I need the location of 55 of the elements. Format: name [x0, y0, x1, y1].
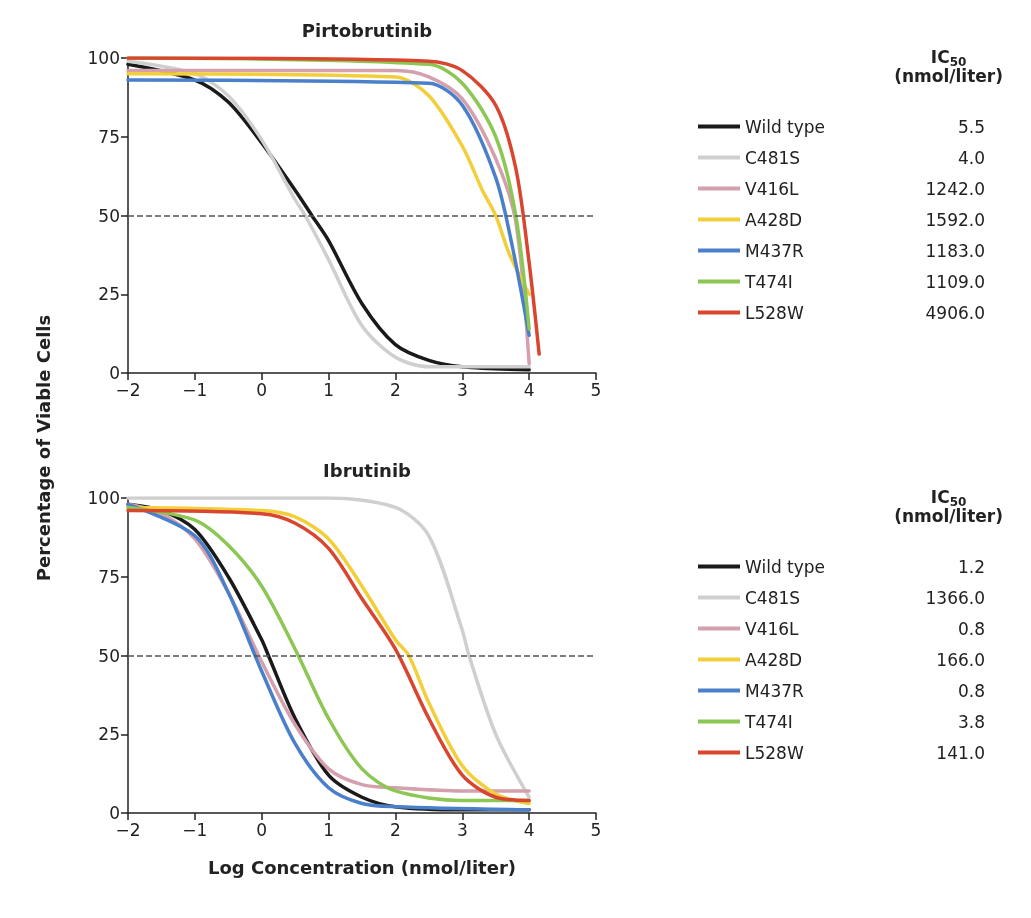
text: 1592.0	[925, 209, 985, 230]
legend-label: V416L	[745, 618, 800, 639]
y-tick-label: 75	[98, 566, 120, 587]
text: 3.8	[957, 711, 985, 732]
text: 0.8	[957, 618, 985, 639]
y-tick-label: 100	[87, 488, 120, 508]
text: 4906.0	[925, 302, 985, 323]
legend-label: A428D	[745, 649, 803, 670]
y-axis-title: Percentage of Viable Cells	[32, 314, 54, 582]
chart-title: Ibrutinib	[323, 459, 412, 481]
x-tick-label: 0	[256, 819, 268, 840]
text: 1109.0	[925, 271, 985, 292]
legend-label: A428D	[745, 209, 803, 230]
x-axis-title: Log Concentration (nmol/liter)	[207, 856, 517, 878]
text: 1242.0	[925, 178, 985, 199]
x-tick-label: 4	[523, 819, 535, 840]
x-tick-label: 5	[590, 379, 602, 400]
y-tick-label: 75	[98, 126, 120, 147]
legend-label: T474I	[744, 711, 793, 732]
text: 5.5	[957, 116, 985, 137]
x-tick-label: 5	[590, 819, 602, 840]
y-tick-label: 25	[98, 284, 120, 305]
text: 1366.0	[925, 587, 985, 608]
x-tick-label: 3	[456, 379, 468, 400]
x-tick-label: −1	[182, 379, 208, 400]
text: 166.0	[936, 649, 985, 670]
y-tick-label: 50	[98, 205, 120, 226]
line-series	[126, 72, 531, 296]
x-tick-label: 3	[456, 819, 468, 840]
x-tick-label: 2	[390, 819, 401, 840]
legend-label: Wild type	[745, 116, 826, 137]
text: 1183.0	[925, 240, 985, 261]
text: 141.0	[936, 742, 985, 763]
legend-label: L528W	[745, 742, 804, 763]
x-tick-label: 1	[323, 379, 334, 400]
legend-label: M437R	[745, 240, 805, 261]
legend-label: C481S	[745, 587, 801, 608]
y-tick-label: 100	[87, 48, 120, 68]
legend-label: C481S	[745, 147, 801, 168]
x-tick-label: −1	[182, 819, 208, 840]
legend-label: Wild type	[745, 556, 826, 577]
text: 0.8	[957, 680, 985, 701]
text: 4.0	[957, 147, 985, 168]
x-tick-label: 0	[256, 379, 268, 400]
legend-label: V416L	[745, 178, 800, 199]
x-tick-label: 2	[390, 379, 401, 400]
legend-label: L528W	[745, 302, 804, 323]
text: 1.2	[957, 556, 985, 577]
legend-label: M437R	[745, 680, 805, 701]
x-tick-label: 1	[323, 819, 334, 840]
chart-title: Pirtobrutinib	[301, 19, 433, 41]
x-tick-label: 4	[523, 379, 535, 400]
y-tick-label: 25	[98, 724, 120, 745]
legend-label: T474I	[744, 271, 793, 292]
y-tick-label: 50	[98, 645, 120, 666]
